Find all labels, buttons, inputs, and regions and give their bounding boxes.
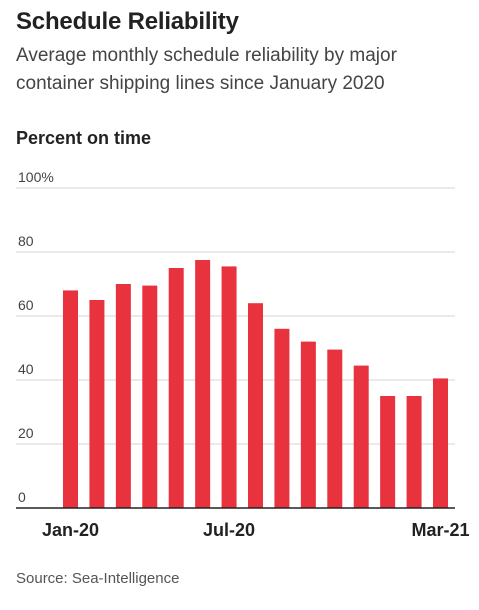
bar	[63, 290, 78, 508]
bar	[142, 285, 158, 508]
y-tick-label: 0	[18, 489, 26, 505]
chart-title: Schedule Reliability	[16, 8, 239, 35]
y-tick-label: 60	[18, 297, 34, 313]
bar	[274, 328, 290, 508]
bar	[300, 341, 316, 508]
bar	[221, 266, 237, 508]
y-tick-label: 100%	[18, 169, 54, 185]
y-tick-label: 40	[18, 361, 34, 377]
y-tick-label: 20	[18, 425, 34, 441]
bar	[89, 300, 105, 508]
bar	[353, 365, 369, 508]
y-axis-label: Percent on time	[16, 128, 152, 148]
bar	[115, 284, 131, 508]
source-note: Source: Sea-Intelligence	[16, 570, 180, 587]
x-tick-label: Jul-20	[203, 520, 255, 540]
bar	[168, 268, 184, 508]
bar	[195, 260, 211, 508]
bar	[380, 396, 396, 508]
x-tick-label: Mar-21	[411, 520, 469, 540]
chart-subtitle: Average monthly schedule reliability by …	[16, 45, 397, 94]
y-tick-label: 80	[18, 233, 34, 249]
bar	[327, 349, 343, 508]
bar-chart: 0 20 40 60 80 100% Jan-20 Jul-20 Mar-21	[16, 169, 470, 540]
bar	[433, 378, 448, 508]
bar	[406, 396, 422, 508]
x-tick-label: Jan-20	[42, 520, 99, 540]
bar	[248, 303, 263, 508]
